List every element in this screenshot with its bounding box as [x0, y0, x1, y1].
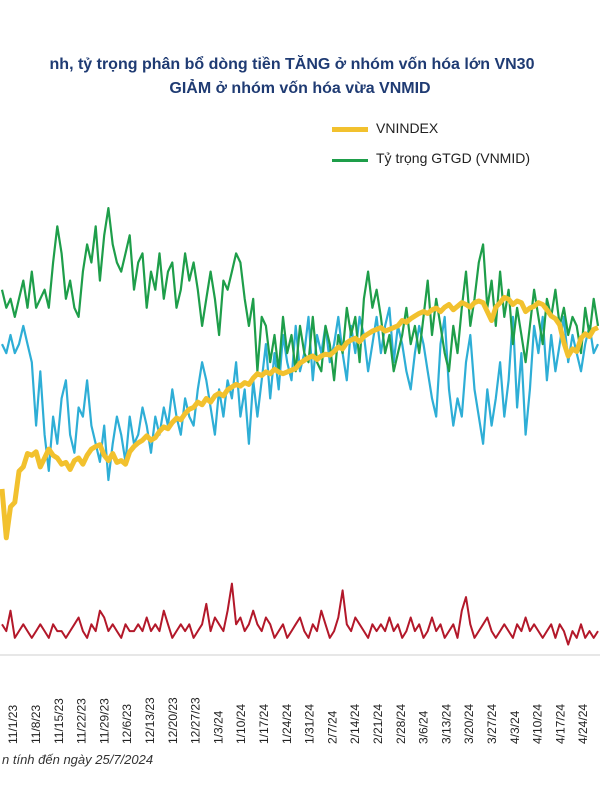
- x-tick-label: 4/24/24: [576, 704, 590, 744]
- chart-title-line2: GIẢM ở nhóm vốn hóa vừa VNMID: [169, 80, 431, 97]
- x-tick-label: 3/6/24: [417, 710, 431, 744]
- x-tick-label: 4/10/24: [531, 704, 545, 744]
- x-tick-label: 1/17/24: [257, 704, 271, 744]
- x-tick-label: 11/29/23: [97, 698, 111, 744]
- x-tick-label: 1/10/24: [234, 704, 248, 744]
- x-tick-label: 12/6/23: [120, 704, 134, 744]
- series-line-3: [1, 582, 599, 646]
- chart-title-line1: nh, tỷ trọng phân bổ dòng tiền TĂNG ở nh…: [49, 56, 535, 73]
- series-layer: [0, 207, 600, 646]
- legend-label-vnindex: VNINDEX: [376, 120, 439, 136]
- legend-swatch-vnindex: [332, 127, 368, 132]
- x-tick-label: 3/13/24: [439, 704, 453, 744]
- x-tick-label: 2/21/24: [371, 704, 385, 744]
- x-tick-label: 12/13/23: [143, 697, 157, 744]
- x-tick-label: 2/14/24: [348, 704, 362, 744]
- x-tick-label: 4/3/24: [508, 710, 522, 744]
- x-tick-label: 2/28/24: [394, 704, 408, 744]
- x-tick-label: 12/27/23: [189, 697, 203, 744]
- footnote: n tính đến ngày 25/7/2024: [2, 752, 154, 767]
- x-axis-ticks: 11/1/23 11/8/23 11/15/23 11/22/23 11/29/23 12…: [6, 697, 590, 744]
- legend-label-vnmid: Tỷ trọng GTGD (VNMID): [376, 150, 531, 166]
- x-tick-label: 12/20/23: [166, 697, 180, 744]
- series-line-1: [0, 207, 600, 382]
- series-line-0: [0, 294, 599, 541]
- x-tick-label: 3/20/24: [462, 704, 476, 744]
- x-tick-label: 1/3/24: [211, 710, 225, 744]
- x-tick-label: 4/17/24: [553, 704, 567, 744]
- x-tick-label: 11/8/23: [29, 705, 43, 744]
- x-tick-label: 2/7/24: [325, 710, 339, 744]
- x-tick-label: 1/24/24: [280, 704, 294, 744]
- x-tick-label: 1/31/24: [303, 704, 317, 744]
- x-tick-label: 11/15/23: [52, 698, 66, 744]
- x-tick-label: 11/1/23: [6, 705, 20, 744]
- legend-swatch-vnmid: [332, 159, 368, 162]
- x-tick-label: 3/27/24: [485, 704, 499, 744]
- x-tick-label: 11/22/23: [75, 698, 89, 744]
